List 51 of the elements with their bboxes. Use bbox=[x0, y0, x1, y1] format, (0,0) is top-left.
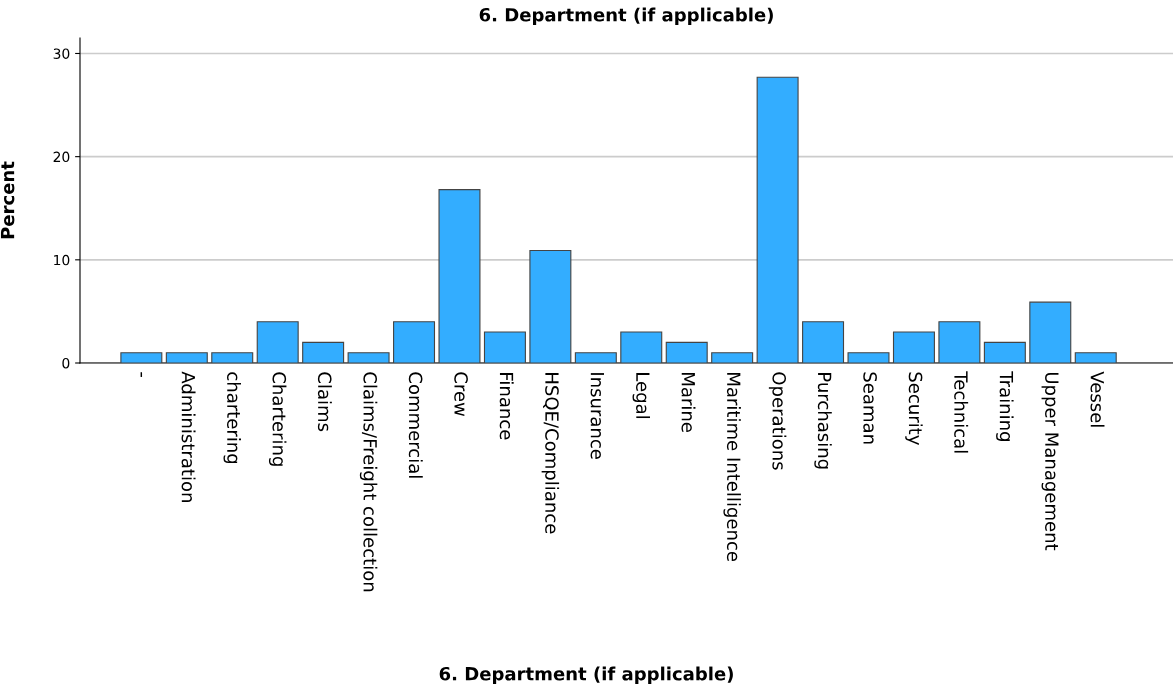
chart-title: 6. Department (if applicable) bbox=[479, 7, 773, 26]
bar bbox=[120, 352, 163, 363]
y-tick-label: 0 bbox=[62, 357, 70, 369]
bar bbox=[256, 321, 299, 363]
x-axis-title: 6. Department (if applicable) bbox=[439, 666, 733, 685]
bar bbox=[483, 331, 526, 363]
x-tick-label: Claims/Freight collection bbox=[359, 372, 378, 592]
bar bbox=[620, 331, 663, 363]
x-tick-label: Security bbox=[905, 372, 923, 445]
bar bbox=[302, 341, 345, 363]
bar bbox=[165, 352, 208, 363]
y-tick-label: 20 bbox=[53, 151, 70, 163]
bar bbox=[711, 352, 754, 363]
bar bbox=[438, 189, 481, 363]
x-tick-label: chartering bbox=[223, 372, 241, 464]
bar bbox=[802, 321, 845, 363]
bar bbox=[1074, 352, 1117, 363]
bar bbox=[665, 341, 708, 363]
x-tick-label: Marine bbox=[681, 373, 696, 433]
x-tick-label: Claims bbox=[317, 372, 332, 432]
x-tick-label: Purchasing bbox=[814, 373, 832, 469]
bar bbox=[1029, 301, 1072, 363]
bar bbox=[574, 352, 617, 363]
bar bbox=[529, 249, 572, 363]
y-tick-label: 30 bbox=[53, 48, 70, 59]
x-tick-label: Upper Management bbox=[1041, 372, 1059, 551]
x-tick-label: Crew bbox=[454, 372, 468, 417]
bar bbox=[347, 352, 390, 363]
x-tick-label: Finance bbox=[499, 373, 514, 440]
bar bbox=[892, 331, 935, 363]
bar bbox=[393, 321, 436, 363]
bar bbox=[211, 352, 254, 363]
x-tick-label: Maritime Intelligence bbox=[723, 373, 741, 562]
bar bbox=[938, 321, 981, 363]
x-tick-label: Training bbox=[996, 371, 1014, 441]
x-tick-label: Administration bbox=[181, 371, 196, 502]
x-tick-label: Chartering bbox=[268, 372, 287, 466]
x-tick-label: - bbox=[140, 372, 143, 377]
x-tick-label: Technical bbox=[954, 371, 969, 453]
bar bbox=[756, 76, 799, 363]
x-tick-label: Operations bbox=[768, 372, 787, 470]
x-tick-label: Legal bbox=[632, 373, 651, 419]
bar bbox=[983, 341, 1026, 363]
x-tick-label: HSQE/Compliance bbox=[541, 373, 560, 534]
y-tick-label: 10 bbox=[54, 254, 70, 266]
x-tick-label: Insurance bbox=[590, 373, 604, 459]
x-tick-label: Seaman bbox=[863, 372, 877, 444]
x-tick-label: Commercial bbox=[408, 372, 423, 478]
bar bbox=[847, 352, 890, 363]
y-axis-title: Percent bbox=[0, 161, 15, 239]
x-tick-label: Vessel bbox=[1090, 371, 1105, 427]
